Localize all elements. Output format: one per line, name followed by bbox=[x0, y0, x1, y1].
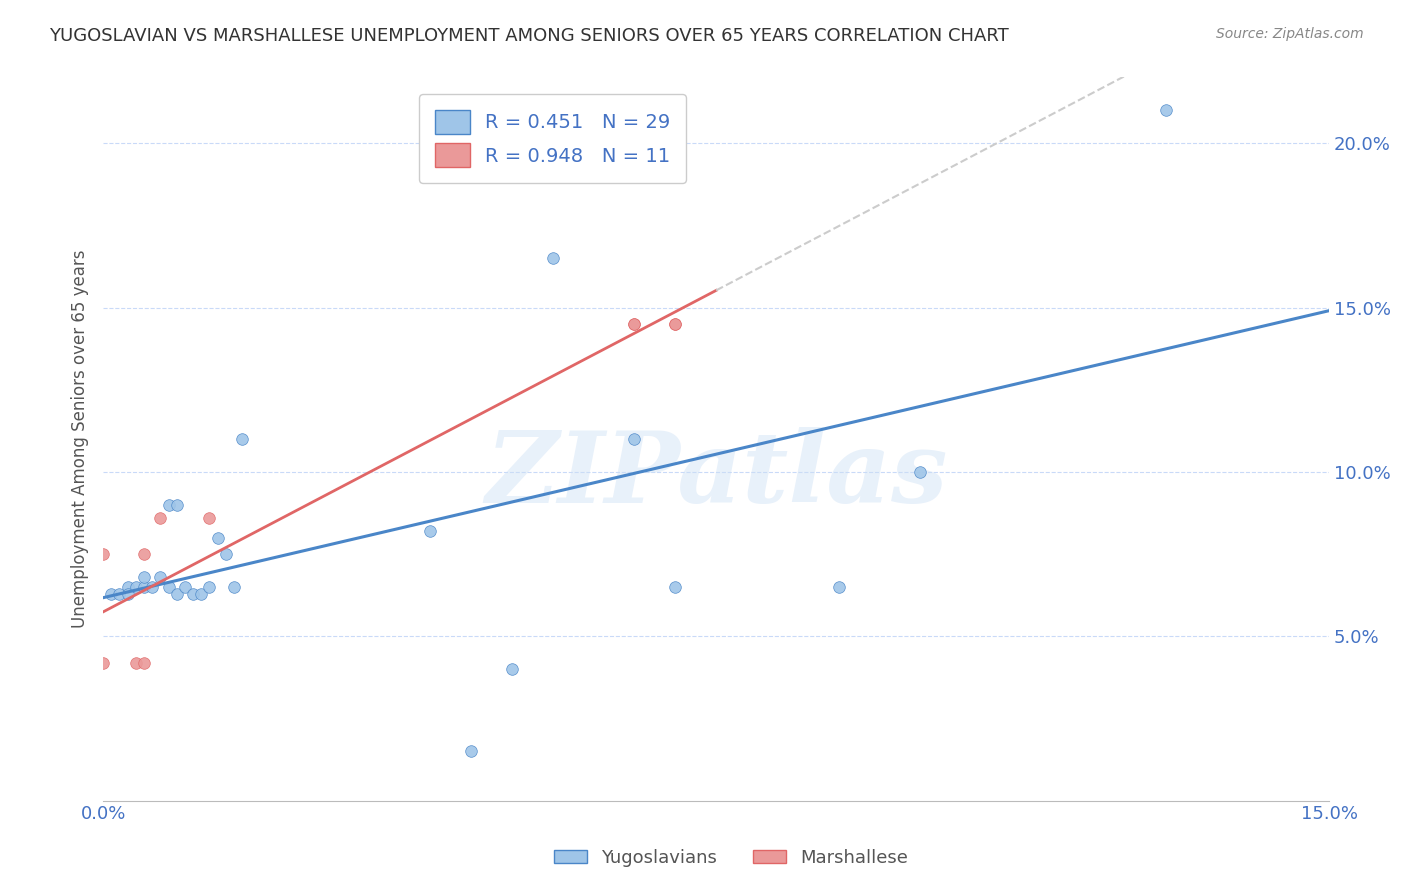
Point bbox=[173, 580, 195, 594]
Point bbox=[117, 580, 139, 594]
Point bbox=[222, 580, 245, 594]
Point bbox=[132, 547, 155, 561]
Point bbox=[157, 498, 180, 512]
Point bbox=[132, 570, 155, 584]
Point bbox=[623, 432, 645, 446]
Point bbox=[828, 580, 851, 594]
Point bbox=[1154, 103, 1177, 118]
Point bbox=[166, 498, 188, 512]
Point bbox=[125, 580, 148, 594]
Point bbox=[664, 317, 686, 331]
Point bbox=[623, 317, 645, 331]
Point bbox=[664, 317, 686, 331]
Point bbox=[166, 586, 188, 600]
Point bbox=[149, 511, 172, 525]
Point bbox=[623, 317, 645, 331]
Point bbox=[207, 531, 229, 545]
Legend: Yugoslavians, Marshallese: Yugoslavians, Marshallese bbox=[547, 842, 915, 874]
Point bbox=[117, 586, 139, 600]
Point bbox=[132, 580, 155, 594]
Y-axis label: Unemployment Among Seniors over 65 years: Unemployment Among Seniors over 65 years bbox=[72, 250, 89, 628]
Point bbox=[231, 432, 253, 446]
Point bbox=[108, 586, 131, 600]
Point bbox=[181, 586, 204, 600]
Text: YUGOSLAVIAN VS MARSHALLESE UNEMPLOYMENT AMONG SENIORS OVER 65 YEARS CORRELATION : YUGOSLAVIAN VS MARSHALLESE UNEMPLOYMENT … bbox=[49, 27, 1010, 45]
Point bbox=[501, 662, 523, 676]
Point bbox=[157, 580, 180, 594]
Point bbox=[141, 580, 163, 594]
Point bbox=[100, 586, 122, 600]
Point bbox=[419, 524, 441, 538]
Point bbox=[91, 656, 114, 670]
Legend: R = 0.451   N = 29, R = 0.948   N = 11: R = 0.451 N = 29, R = 0.948 N = 11 bbox=[419, 95, 686, 183]
Text: Source: ZipAtlas.com: Source: ZipAtlas.com bbox=[1216, 27, 1364, 41]
Point bbox=[125, 656, 148, 670]
Text: ZIPatlas: ZIPatlas bbox=[485, 427, 948, 524]
Point bbox=[132, 656, 155, 670]
Point bbox=[664, 580, 686, 594]
Point bbox=[91, 547, 114, 561]
Point bbox=[460, 744, 482, 758]
Point bbox=[910, 465, 932, 479]
Point bbox=[190, 586, 212, 600]
Point bbox=[198, 580, 221, 594]
Point bbox=[215, 547, 238, 561]
Point bbox=[149, 570, 172, 584]
Point bbox=[198, 511, 221, 525]
Point bbox=[541, 252, 564, 266]
